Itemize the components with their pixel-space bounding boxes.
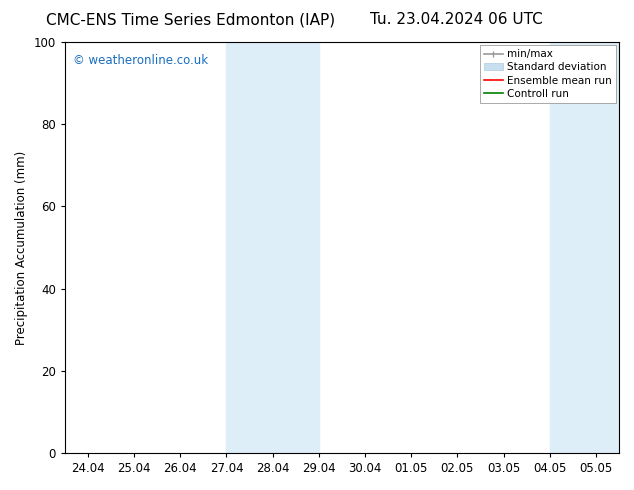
Text: © weatheronline.co.uk: © weatheronline.co.uk: [73, 54, 209, 68]
Text: Tu. 23.04.2024 06 UTC: Tu. 23.04.2024 06 UTC: [370, 12, 543, 27]
Legend: min/max, Standard deviation, Ensemble mean run, Controll run: min/max, Standard deviation, Ensemble me…: [480, 45, 616, 103]
Y-axis label: Precipitation Accumulation (mm): Precipitation Accumulation (mm): [15, 150, 28, 344]
Bar: [226, 42, 319, 453]
Bar: [550, 42, 619, 453]
Text: CMC-ENS Time Series Edmonton (IAP): CMC-ENS Time Series Edmonton (IAP): [46, 12, 335, 27]
